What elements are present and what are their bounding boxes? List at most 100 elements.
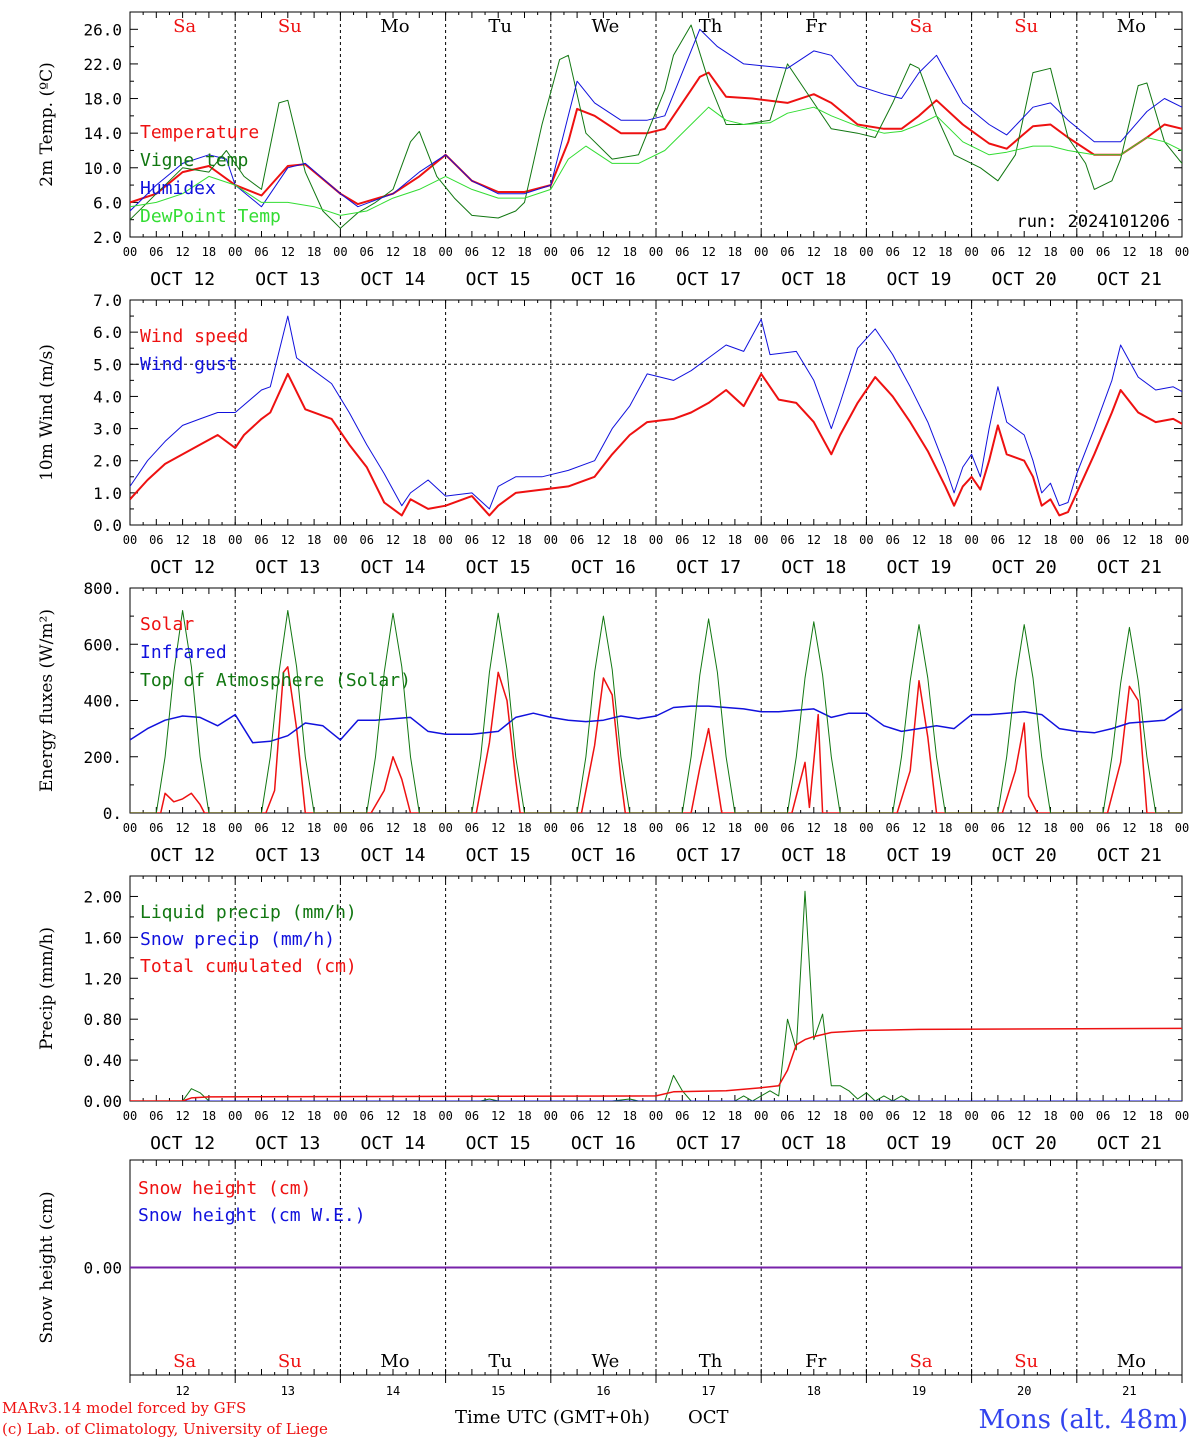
x-hour-label: 00 bbox=[228, 821, 242, 835]
x-hour-label: 06 bbox=[359, 245, 373, 259]
x-date-label: OCT 14 bbox=[360, 269, 425, 290]
x-hour-label: 12 bbox=[807, 245, 821, 259]
y-tick-label: 6.0 bbox=[93, 323, 122, 342]
y-axis-title: 10m Wind (m/s) bbox=[37, 344, 57, 481]
panel-2: 0.0 1.0 2.0 3.0 4.0 5.0 6.0 7.0 10m Wind (m/s) Wi… bbox=[37, 291, 1189, 578]
x-hour-label: 18 bbox=[1043, 533, 1057, 547]
x-hour-label: 00 bbox=[1175, 821, 1189, 835]
station-name: Mons (alt. 48m) bbox=[979, 1405, 1188, 1435]
model-credit: MARv3.14 model forced by GFS bbox=[2, 1399, 246, 1417]
x-date-label: OCT 16 bbox=[571, 269, 636, 290]
x-hour-label: 18 bbox=[412, 821, 426, 835]
x-hour-label: 00 bbox=[754, 1109, 768, 1123]
x-hour-label: 06 bbox=[1096, 245, 1110, 259]
x-hour-label: 18 bbox=[833, 821, 847, 835]
x-hour-label: 00 bbox=[754, 533, 768, 547]
day-of-week-label: Mo bbox=[1117, 16, 1146, 37]
x-hour-label: 00 bbox=[123, 821, 137, 835]
x-hour-label: 00 bbox=[123, 245, 137, 259]
x-hour-label: 00 bbox=[333, 533, 347, 547]
series-line-vigne-temp bbox=[130, 24, 1182, 229]
x-hour-label: 18 bbox=[1043, 245, 1057, 259]
x-hour-label: 12 bbox=[491, 821, 505, 835]
x-hour-label: 18 bbox=[307, 1109, 321, 1123]
x-day-number: 18 bbox=[807, 1384, 821, 1398]
x-hour-label: 06 bbox=[780, 245, 794, 259]
x-hour-label: 00 bbox=[333, 821, 347, 835]
day-of-week-label: Th bbox=[699, 1351, 723, 1372]
x-hour-label: 00 bbox=[649, 821, 663, 835]
day-of-week-label: Mo bbox=[1117, 1351, 1146, 1372]
x-hour-label: 12 bbox=[596, 1109, 610, 1123]
plot-frame bbox=[129, 11, 1183, 238]
x-hour-label: 06 bbox=[570, 821, 584, 835]
x-date-label: OCT 13 bbox=[255, 1133, 320, 1154]
day-of-week-label: Su bbox=[278, 1351, 302, 1372]
x-hour-label: 06 bbox=[359, 1109, 373, 1123]
x-hour-label: 06 bbox=[885, 533, 899, 547]
x-hour-label: 18 bbox=[517, 821, 531, 835]
x-hour-label: 00 bbox=[964, 533, 978, 547]
y-tick-label: 5.0 bbox=[93, 355, 122, 374]
x-hour-label: 06 bbox=[359, 821, 373, 835]
x-date-label: OCT 20 bbox=[992, 845, 1057, 866]
x-hour-label: 00 bbox=[859, 533, 873, 547]
x-hour-label: 00 bbox=[228, 1109, 242, 1123]
x-hour-label: 18 bbox=[202, 1109, 216, 1123]
chart-panels: 2.0 6.0 10.0 14.0 18.0 22.0 26.0 2m Temp. (ºC) T… bbox=[37, 11, 1189, 1398]
y-tick-label: 0. bbox=[103, 804, 122, 823]
y-tick-label: 10.0 bbox=[83, 159, 122, 178]
y-tick-label: 22.0 bbox=[83, 55, 122, 74]
x-hour-label: 06 bbox=[991, 245, 1005, 259]
day-of-week-label: We bbox=[592, 1351, 620, 1372]
x-hour-label: 00 bbox=[438, 245, 452, 259]
x-hour-label: 12 bbox=[701, 533, 715, 547]
x-date-label: OCT 15 bbox=[466, 269, 531, 290]
x-hour-label: 06 bbox=[359, 533, 373, 547]
day-of-week-label: Sa bbox=[173, 1351, 196, 1372]
x-date-label: OCT 12 bbox=[150, 269, 215, 290]
x-hour-label: 18 bbox=[1148, 821, 1162, 835]
panel-3: 0. 200. 400. 600. 800. Energy fluxes (W/m²) So… bbox=[37, 579, 1189, 866]
x-day-number: 16 bbox=[596, 1384, 610, 1398]
x-date-label: OCT 21 bbox=[1097, 269, 1162, 290]
legend-entry: Wind gust bbox=[140, 354, 238, 375]
y-axis-title: Snow height (cm) bbox=[37, 1191, 57, 1343]
x-hour-label: 18 bbox=[622, 821, 636, 835]
x-hour-label: 00 bbox=[544, 821, 558, 835]
series-group bbox=[130, 610, 1182, 813]
x-date-label: OCT 14 bbox=[360, 557, 425, 578]
y-tick-label: 7.0 bbox=[93, 291, 122, 310]
x-date-label: OCT 16 bbox=[571, 845, 636, 866]
x-hour-label: 12 bbox=[1017, 821, 1031, 835]
x-hour-label: 00 bbox=[228, 533, 242, 547]
x-day-number: 15 bbox=[491, 1384, 505, 1398]
x-hour-label: 18 bbox=[728, 1109, 742, 1123]
x-axis-month: OCT bbox=[688, 1407, 729, 1428]
x-date-label: OCT 17 bbox=[676, 557, 741, 578]
day-of-week-label: Fr bbox=[805, 16, 826, 37]
x-hour-label: 00 bbox=[1070, 821, 1084, 835]
y-tick-label: 0.0 bbox=[93, 516, 122, 535]
y-tick-label: 2.00 bbox=[83, 887, 122, 906]
day-of-week-label: Mo bbox=[380, 1351, 409, 1372]
x-hour-label: 18 bbox=[202, 821, 216, 835]
x-hour-label: 00 bbox=[1070, 1109, 1084, 1123]
x-day-number: 20 bbox=[1017, 1384, 1031, 1398]
day-of-week-label: Su bbox=[1014, 16, 1038, 37]
x-hour-label: 18 bbox=[1043, 821, 1057, 835]
x-axis-title: Time UTC (GMT+0h) bbox=[455, 1407, 650, 1428]
x-hour-label: 12 bbox=[701, 821, 715, 835]
x-hour-label: 06 bbox=[991, 821, 1005, 835]
x-hour-label: 18 bbox=[938, 245, 952, 259]
x-hour-label: 00 bbox=[754, 245, 768, 259]
x-hour-label: 18 bbox=[517, 533, 531, 547]
x-hour-label: 12 bbox=[807, 1109, 821, 1123]
x-hour-label: 18 bbox=[938, 1109, 952, 1123]
x-hour-label: 06 bbox=[780, 821, 794, 835]
x-hour-label: 12 bbox=[386, 245, 400, 259]
x-hour-label: 00 bbox=[123, 533, 137, 547]
x-date-label: OCT 20 bbox=[992, 269, 1057, 290]
y-tick-label: 3.0 bbox=[93, 420, 122, 439]
